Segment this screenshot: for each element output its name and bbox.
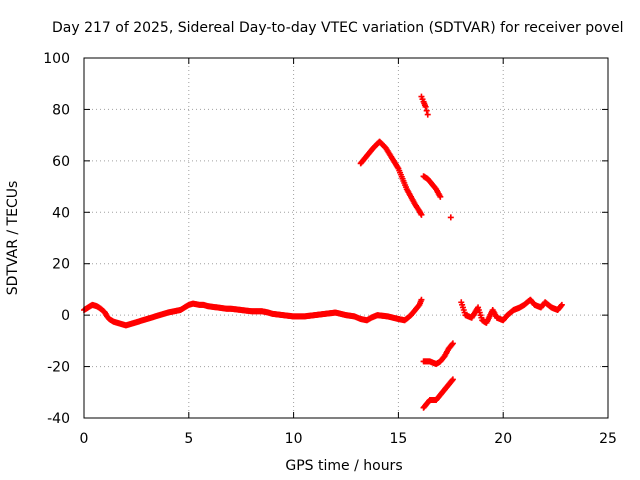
tick-label-layer: 0 5 10 15 20 25 -40 -20 0 20 40 60 80 100: [43, 51, 617, 447]
y-tick-label: 60: [52, 154, 70, 170]
y-tick-label: 80: [52, 102, 70, 118]
data-point: [418, 211, 425, 218]
data-point: [423, 107, 430, 114]
data-point: [449, 376, 456, 383]
chart-title: Day 217 of 2025, Sidereal Day-to-day VTE…: [52, 20, 623, 36]
grid-layer: [84, 58, 608, 418]
y-axis-title: SDTVAR / TECUs: [5, 181, 21, 296]
series-isolated_point: [447, 214, 454, 221]
series-late_trace: [458, 296, 565, 326]
data-layer: [81, 93, 565, 411]
series-high_segment: [418, 93, 431, 118]
y-tick-label: 0: [61, 308, 70, 324]
y-tick-label: -20: [47, 360, 70, 376]
y-tick-label: 20: [52, 257, 70, 273]
series-rising_arc: [357, 138, 425, 218]
data-point: [418, 296, 425, 303]
frame-layer: [83, 57, 609, 419]
x-tick-label: 10: [285, 431, 303, 447]
x-tick-label: 15: [389, 431, 407, 447]
data-point: [437, 193, 444, 200]
data-point: [558, 301, 565, 308]
x-tick-label: 20: [494, 431, 512, 447]
y-tick-label: -40: [47, 411, 70, 427]
series-negative_upper: [420, 340, 456, 367]
y-tick-label: 100: [43, 51, 70, 67]
data-point: [424, 111, 431, 118]
data-point: [449, 341, 456, 348]
plot-frame: [83, 57, 609, 419]
data-point: [558, 302, 565, 309]
series-mid_segment: [420, 173, 444, 200]
series-main_trace: [81, 296, 425, 329]
x-tick-label: 5: [184, 431, 193, 447]
data-point: [422, 103, 429, 110]
x-tick-label: 0: [80, 431, 89, 447]
data-point: [447, 214, 454, 221]
data-point: [449, 340, 456, 347]
x-axis-title: GPS time / hours: [285, 458, 402, 474]
x-tick-label: 25: [599, 431, 617, 447]
series-negative_lower: [420, 376, 456, 411]
y-tick-label: 40: [52, 205, 70, 221]
